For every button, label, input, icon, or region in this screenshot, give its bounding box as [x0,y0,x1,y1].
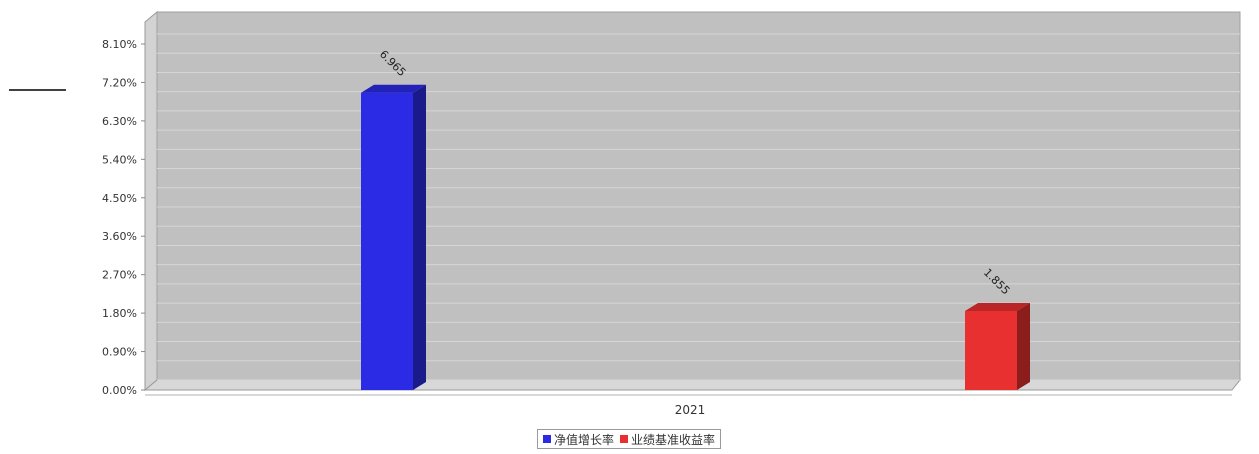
y-tick-label: 4.50% [102,192,137,205]
legend-swatch-nav-growth [543,435,551,443]
legend: 净值增长率 业绩基准收益率 [537,429,722,449]
bar-front [965,310,1017,390]
y-tick-label: 3.60% [102,230,137,243]
x-category-label: 2021 [675,403,706,417]
bar-nav-growth: 6.965 [361,48,426,391]
y-tick-label: 8.10% [102,38,137,51]
y-axis-ticks: 0.00% 0.90% 1.80% 2.70% 3.60% 4.50% 5.40% 6.30%… [102,38,145,397]
y-tick-label: 0.90% [102,346,137,359]
x-axis-categories: 2021 [145,394,1232,417]
y-tick-label: 7.20% [102,76,137,89]
bars: 6.965 1.855 [361,48,1030,391]
plot-background [143,10,1242,392]
legend-label-nav-growth: 净值增长率 [554,432,615,447]
plot-left-wall [144,10,158,392]
plot-back-wall [156,11,1241,381]
legend-item-nav-growth: 净值增长率 [543,431,614,448]
y-tick-label: 0.00% [102,384,137,397]
bar-benchmark: 1.855 [965,266,1030,390]
bar-top [965,302,1030,311]
bar-side [413,84,426,391]
legend-label-benchmark: 业绩基准收益率 [631,432,716,447]
gridlines [157,33,1240,381]
plot-floor [143,379,1242,391]
y-tick-label: 1.80% [102,307,137,320]
bar-top [361,84,426,93]
legend-item-benchmark: 业绩基准收益率 [620,431,715,448]
y-tick-label: 2.70% [102,269,137,282]
bar-front [361,92,413,391]
bar-side [1017,302,1030,390]
legend-swatch-benchmark [620,435,629,443]
y-tick-label: 6.30% [102,115,137,128]
y-tick-label: 5.40% [102,153,137,166]
